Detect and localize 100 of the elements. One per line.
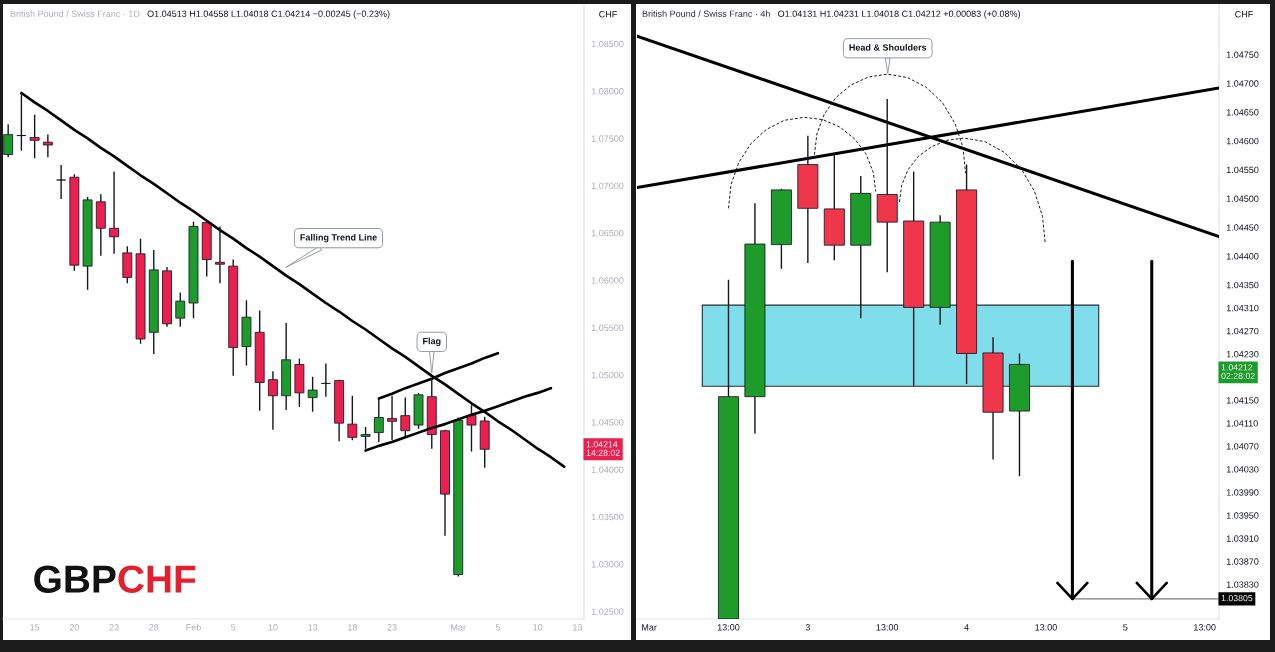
x-tick-label: 20 <box>69 624 80 631</box>
y-tick-label: 1.03870 <box>1226 558 1259 565</box>
candlestick <box>400 396 411 438</box>
x-tick-label: 10 <box>533 624 543 631</box>
candlestick <box>281 322 292 411</box>
x-tick-label: 3 <box>805 624 810 631</box>
candlestick <box>95 193 106 257</box>
candlestick <box>29 114 40 159</box>
candlestick <box>135 237 146 345</box>
candlestick <box>334 380 345 442</box>
x-tick-label: 18 <box>348 624 357 631</box>
y-tick-label: 1.04350 <box>1226 281 1259 289</box>
text: O1.04131 H1.04231 L1.04018 C1.04212 +0.00083 (+0.08%) <box>778 10 1021 19</box>
y-tick-label: 1.04070 <box>1226 443 1259 450</box>
candlestick <box>1009 352 1030 477</box>
x-tick-label: 5 <box>231 624 236 631</box>
x-tick-label: 5 <box>1123 624 1128 631</box>
y-axis-title: CHF <box>1235 11 1253 18</box>
y-tick-label: 1.03000 <box>591 561 624 568</box>
candlestick <box>188 220 199 319</box>
candlestick <box>850 175 872 320</box>
y-tick-label: 1.04230 <box>1226 351 1259 358</box>
chart-title: British Pound / Swiss Franc · 4h <box>642 10 770 17</box>
ref-line-label: 1.03805 <box>1221 594 1253 602</box>
candlestick <box>228 258 239 377</box>
y-tick-label: 1.06000 <box>591 277 624 284</box>
candlestick <box>3 123 14 159</box>
line-series <box>20 91 566 468</box>
candlestick <box>267 370 278 431</box>
y-tick-label: 1.04400 <box>1226 253 1259 260</box>
x-tick-label: 13:00 <box>717 624 740 631</box>
annotation: Flag <box>423 337 441 347</box>
x-tick-label: 15 <box>30 624 40 631</box>
y-tick-label: 1.04110 <box>1226 420 1258 427</box>
text: CHF <box>599 11 617 18</box>
y-tick-label: 1.02500 <box>591 608 624 615</box>
x-tick-label: 13:00 <box>1194 624 1216 631</box>
y-tick-label: 1.04700 <box>1226 80 1259 87</box>
candlestick <box>426 378 437 450</box>
y-tick-label: 1.04550 <box>1226 166 1259 174</box>
annotation: GBP <box>34 565 116 593</box>
x-tick-label: 13 <box>573 624 583 631</box>
x-tick-label: 4 <box>964 624 969 631</box>
y-tick-label: 1.04000 <box>591 466 624 473</box>
y-tick-label: 1.07000 <box>591 182 624 190</box>
y-tick-label: 1.04650 <box>1226 109 1259 116</box>
candlestick <box>440 430 450 537</box>
candlestick <box>82 196 93 291</box>
candlestick <box>744 202 766 435</box>
candlestick <box>797 135 819 264</box>
x-tick-label: 13 <box>308 624 318 631</box>
candlestick <box>109 170 119 255</box>
y-tick-label: 1.05000 <box>591 371 624 379</box>
candlestick <box>982 336 1004 461</box>
candlestick <box>241 299 252 367</box>
candlestick <box>823 154 845 261</box>
text: 1.04214 14:28:02 <box>586 441 620 456</box>
candlestick <box>479 416 490 469</box>
x-tick-label: 23 <box>387 624 397 631</box>
line-series <box>377 351 500 400</box>
y-tick-label: 1.04150 <box>1226 397 1259 404</box>
candlestick <box>148 249 159 355</box>
x-tick-label: 10 <box>268 624 278 631</box>
x-tick-label: 28 <box>149 624 159 631</box>
y-tick-label: 1.03830 <box>1226 581 1259 588</box>
annotation: Falling Trend Line <box>300 233 377 243</box>
y-tick-label: 1.04450 <box>1226 224 1259 231</box>
y-tick-label: 1.08500 <box>591 40 624 48</box>
candlestick <box>373 398 384 443</box>
candlestick <box>903 170 925 387</box>
x-tick-label: 13:00 <box>876 624 899 631</box>
y-tick-label: 1.04310 <box>1226 304 1259 312</box>
line-series <box>364 386 553 452</box>
text: 1.04212 02:28:02 <box>1221 364 1255 379</box>
y-tick-label: 1.07500 <box>591 135 624 142</box>
y-tick-label: 1.03500 <box>591 513 624 521</box>
y-tick-label: 1.03910 <box>1226 535 1259 542</box>
candlestick <box>387 395 397 441</box>
candlestick <box>466 404 477 453</box>
y-tick-label: 1.03990 <box>1226 489 1259 496</box>
y-tick-label: 1.05500 <box>591 324 624 331</box>
candlestick <box>254 309 265 412</box>
x-tick-label: 13:00 <box>1035 624 1057 631</box>
y-tick-label: 1.04600 <box>1226 137 1259 145</box>
candlestick <box>929 214 951 326</box>
y-tick-label: 1.04030 <box>1226 466 1259 473</box>
y-tick-label: 1.06500 <box>591 229 624 237</box>
candlestick <box>215 225 225 284</box>
candlestick <box>162 266 172 328</box>
candlestick <box>718 279 739 619</box>
candlestick <box>16 92 27 152</box>
y-tick-label: 1.04270 <box>1226 327 1259 335</box>
y-tick-label: 1.03950 <box>1226 512 1259 519</box>
candlestick <box>360 426 371 450</box>
chart-title: British Pound / Swiss Franc · 1D <box>10 10 140 17</box>
x-tick-label: 5 <box>495 624 501 631</box>
x-tick-label: Mar <box>451 624 466 631</box>
y-tick-label: 1.04500 <box>1226 195 1259 202</box>
y-tick-label: 1.04500 <box>591 419 624 426</box>
candlestick <box>56 164 67 200</box>
